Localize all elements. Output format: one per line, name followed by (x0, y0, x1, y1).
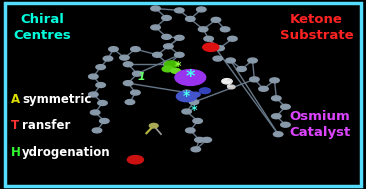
Circle shape (250, 77, 259, 82)
Circle shape (175, 52, 184, 57)
Circle shape (186, 16, 195, 21)
Circle shape (203, 43, 219, 51)
Circle shape (189, 100, 199, 105)
Circle shape (162, 15, 171, 20)
Circle shape (197, 7, 206, 12)
Circle shape (123, 81, 133, 86)
Circle shape (281, 104, 290, 109)
Circle shape (131, 90, 140, 95)
Circle shape (213, 56, 223, 61)
Circle shape (171, 68, 180, 73)
Text: Ketone
Substrate: Ketone Substrate (280, 13, 354, 42)
Text: Chiral
Centres: Chiral Centres (13, 13, 71, 42)
Circle shape (103, 56, 113, 61)
Circle shape (151, 6, 160, 11)
Circle shape (175, 8, 184, 13)
Text: ydrogenation: ydrogenation (22, 146, 111, 159)
Text: *: * (186, 68, 195, 87)
Text: symmetric: symmetric (22, 93, 92, 106)
Circle shape (237, 67, 246, 71)
Circle shape (90, 110, 100, 115)
Circle shape (195, 137, 204, 142)
Circle shape (162, 66, 173, 72)
Circle shape (272, 96, 281, 101)
Circle shape (120, 55, 129, 60)
Circle shape (100, 119, 109, 123)
Circle shape (228, 36, 237, 41)
Circle shape (182, 109, 191, 114)
Circle shape (191, 92, 200, 97)
Circle shape (191, 147, 201, 152)
Circle shape (109, 47, 118, 52)
Circle shape (175, 70, 206, 85)
Circle shape (89, 92, 98, 97)
Circle shape (273, 132, 283, 137)
Circle shape (164, 62, 173, 67)
Circle shape (193, 119, 202, 123)
Circle shape (96, 83, 105, 88)
Circle shape (132, 71, 142, 76)
Circle shape (228, 85, 235, 89)
Circle shape (165, 61, 178, 68)
Text: *: * (191, 104, 197, 117)
Circle shape (153, 52, 162, 57)
Circle shape (125, 100, 135, 105)
Circle shape (123, 62, 133, 67)
Circle shape (98, 101, 107, 105)
Text: H: H (11, 146, 21, 159)
Circle shape (202, 137, 212, 142)
Circle shape (149, 123, 158, 128)
Circle shape (211, 17, 221, 22)
Circle shape (175, 35, 184, 40)
Circle shape (272, 114, 281, 119)
Circle shape (248, 58, 257, 63)
Circle shape (131, 47, 140, 52)
Text: A: A (11, 93, 20, 106)
Text: T: T (11, 119, 19, 132)
Text: 1: 1 (137, 72, 145, 81)
Circle shape (198, 27, 208, 32)
Circle shape (186, 128, 195, 133)
Circle shape (151, 25, 160, 30)
Circle shape (199, 88, 210, 94)
Circle shape (220, 27, 230, 32)
Circle shape (164, 44, 173, 49)
Circle shape (281, 122, 290, 127)
Text: *: * (175, 60, 182, 73)
Circle shape (96, 65, 105, 70)
Circle shape (226, 58, 235, 63)
Circle shape (92, 128, 102, 133)
Circle shape (215, 46, 224, 51)
Circle shape (127, 156, 143, 164)
Text: Osmium
Catalyst: Osmium Catalyst (290, 110, 351, 139)
Text: 2: 2 (225, 79, 233, 89)
Circle shape (222, 79, 232, 84)
Circle shape (259, 86, 268, 91)
Text: *: * (183, 89, 190, 103)
Circle shape (182, 90, 191, 95)
Circle shape (89, 74, 98, 79)
Circle shape (270, 78, 279, 83)
Circle shape (162, 34, 171, 39)
Text: ransfer: ransfer (22, 119, 70, 132)
Circle shape (204, 36, 213, 41)
Circle shape (176, 91, 197, 102)
